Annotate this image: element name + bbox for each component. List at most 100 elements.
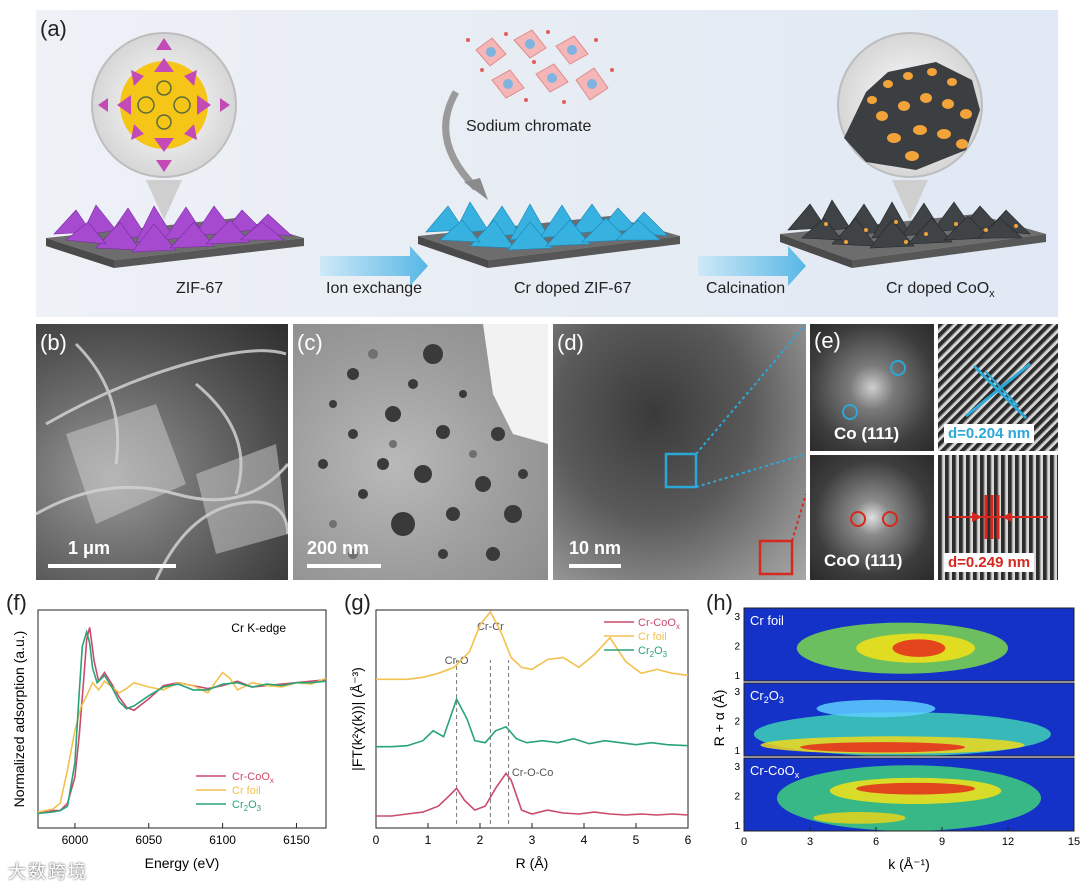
panel-b-scale-label: 1 μm [68,538,111,558]
hrtem-blue-box [664,452,698,489]
panel-h: (h) Cr foil 1 2 3 Cr2O3 1 2 3 Cr-CoOx 1 2 3 0 3 6 9 12 15… [700,588,1080,887]
panel-e-label: (e) [814,328,841,353]
zif67-framework-icon [98,38,230,172]
x-tick-label: 5 [633,833,640,847]
legend-entry-cr-coox: Cr-CoOx [232,771,274,785]
wavelet-map-label: Cr foil [750,613,784,628]
wavelet-intensity-region [800,742,966,753]
y-tick-label: 2 [734,642,740,653]
x-axis-label: Energy (eV) [145,855,220,871]
x-tick-label: 6 [685,833,692,847]
y-tick-label: 1 [734,821,740,832]
panel-d-hrtem-image: (d) 10 nm [553,324,806,580]
chart-title: Cr K-edge [231,621,286,635]
panel-c-scale-bar [307,564,381,568]
arrow-calcination [698,246,806,286]
y-axis-label: |FT(k²χ(k))| (Å⁻³) [349,667,365,771]
panel-e-ifft-bottom: d=0.249 nm [938,455,1058,580]
y-tick-label: 2 [734,792,740,803]
x-tick-label: 6150 [283,833,310,847]
panel-b-label: (b) [40,330,67,355]
x-tick-label: 6000 [62,833,89,847]
x-axis-label: k (Å⁻¹) [888,856,930,872]
panel-g-label: (g) [344,590,371,615]
y-tick-label: 3 [734,687,740,698]
panel-c-tem-image: (c) 200 nm [293,324,548,580]
x-tick-label: 0 [373,833,380,847]
wavelet-map-label: Cr2O3 [750,688,784,705]
panel-a-scheme [46,29,1046,286]
y-axis-label: Normalized adsorption (a.u.) [11,631,27,808]
stage-cr-zif67-label: Cr doped ZIF-67 [514,280,632,297]
legend-entry-cr2o3: Cr2O3 [232,799,262,813]
panel-f: (f) 6000 6050 6100 6150 Energy (eV) Normalize… [0,588,340,887]
stage-zif67-label: ZIF-67 [176,280,224,297]
xanes-chart: 6000 6050 6100 6150 Energy (eV) Normalized ad… [11,609,327,871]
x-tick-label: 6100 [209,833,236,847]
x-tick-label: 4 [581,833,588,847]
fft-coo-label: CoO (111) [824,551,903,570]
annotation-cr-o-co: Cr-O-Co [512,767,554,779]
arrow-ion-exchange-label: Ion exchange [326,280,423,297]
panel-d-scale-label: 10 nm [569,538,622,558]
d-spacing-blue: d=0.204 nm [944,424,1035,443]
panel-a-label: (a) [40,16,67,41]
x-axis-label: R (Å) [516,855,549,871]
panel-d-label: (d) [557,330,584,355]
substrate-cr-zif67 [418,201,680,268]
series-line-cr-coox [376,772,689,817]
panel-a: (a) Sodium chromate ZIF-67 Ion exchange … [36,10,1058,317]
arrow-ion-exchange [320,246,428,286]
wavelet-intensity-region [892,639,946,657]
panel-c-scale-label: 200 nm [307,538,370,558]
wavelet-intensity-region [856,782,975,795]
x-tick-label: 2 [477,833,484,847]
y-tick-label: 3 [734,612,740,623]
y-tick-label: 1 [734,671,740,682]
x-tick-label: 6050 [135,833,162,847]
panel-b-scale-bar [48,564,176,568]
y-axis-label: R + α (Å) [711,690,727,747]
legend-entry-cr2o3: Cr2O3 [638,645,668,659]
series-line-cr-foil [376,610,689,681]
x-tick-label: 1 [425,833,432,847]
series-line-cr-foil [37,671,327,813]
wavelet-map-frame [743,607,1075,682]
d-spacing-red: d=0.249 nm [944,553,1035,572]
x-tick-label: 0 [741,836,747,848]
panel-e-fft-bottom: CoO (111) [810,455,934,580]
panel-e-fft-top: (e) Co (111) [810,324,934,451]
legend-entry-cr-foil: Cr foil [232,785,261,797]
series-line-cr2o3 [37,628,327,815]
reagent-label: Sodium chromate [466,118,592,135]
wavelet-intensity-region [816,699,936,718]
substrate-zif67 [46,204,304,268]
wavelet-map-label: Cr-CoOx [750,763,800,780]
x-tick-label: 3 [529,833,536,847]
panel-b-sem-image: (b) 1 μm [36,324,288,580]
fft-co-label: Co (111) [834,424,900,443]
hrtem-red-box [758,539,794,576]
wavelet-intensity-region [813,812,906,824]
x-tick-label: 15 [1068,836,1080,848]
x-tick-label: 6 [873,836,879,848]
exafs-chart: 0 1 2 3 4 5 6R (Å)|FT(k²χ(k))| (Å⁻³)Cr-CrCr-OC… [349,609,692,871]
series-line-cr2o3 [376,697,689,748]
panel-c-label: (c) [297,330,323,355]
wavelet-map-frame [743,682,1075,757]
stage-cr-coox-label: Cr doped CoOx [886,280,995,301]
x-tick-label: 9 [939,836,945,848]
wavelet-map-frame [743,757,1075,832]
sodium-chromate-icon [466,29,614,104]
legend-entry-cr-coox: Cr-CoOx [638,617,680,631]
y-tick-label: 1 [734,746,740,757]
substrate-cr-coox [780,199,1046,268]
panel-e-ifft-top: d=0.204 nm [938,324,1058,451]
cr-coox-surface-icon [844,62,980,170]
arrow-calcination-label: Calcination [706,280,786,297]
panel-d-scale-bar [569,564,621,568]
panel-h-label: (h) [706,590,733,615]
y-tick-label: 3 [734,762,740,773]
